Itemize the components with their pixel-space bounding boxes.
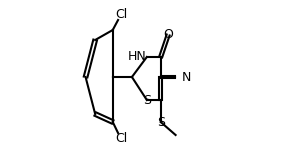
Text: Cl: Cl xyxy=(115,9,127,22)
Text: N: N xyxy=(182,71,191,84)
Text: HN: HN xyxy=(128,51,147,64)
Text: S: S xyxy=(157,115,165,128)
Text: Cl: Cl xyxy=(115,131,127,144)
Text: O: O xyxy=(163,29,173,42)
Text: S: S xyxy=(143,93,151,106)
